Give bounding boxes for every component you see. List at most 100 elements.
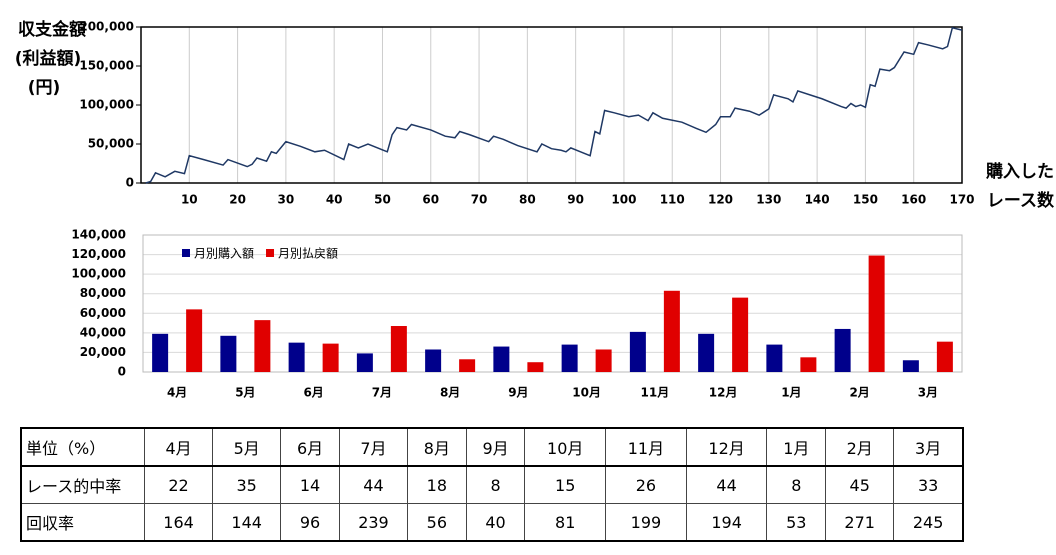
table-cell: 245 bbox=[893, 503, 964, 542]
x-tick-label: 9月 bbox=[508, 386, 528, 400]
x-tick-label: 40 bbox=[326, 193, 343, 207]
x-tick-label: 20 bbox=[229, 193, 246, 207]
x-tick-label: 130 bbox=[756, 193, 781, 207]
table-cell: 14 bbox=[280, 465, 340, 504]
y-tick-label: 200,000 bbox=[79, 20, 134, 34]
y-tick-label: 150,000 bbox=[79, 59, 134, 73]
y-tick-label: 0 bbox=[126, 176, 134, 190]
table-cell: 40 bbox=[465, 503, 526, 542]
bar bbox=[698, 333, 715, 372]
x-tick-label: 30 bbox=[278, 193, 295, 207]
legend-label: 月別購入額 bbox=[194, 247, 254, 261]
table-cell: レース的中率 bbox=[20, 465, 145, 504]
bar bbox=[595, 349, 612, 372]
x-tick-label: 170 bbox=[949, 193, 974, 207]
bar bbox=[254, 320, 271, 372]
table-cell: 26 bbox=[605, 465, 687, 504]
x-tick-label: 90 bbox=[567, 193, 584, 207]
table-cell: 回収率 bbox=[20, 503, 145, 542]
table-cell: 8 bbox=[766, 465, 827, 504]
bar bbox=[288, 342, 305, 372]
table-cell: 45 bbox=[825, 465, 895, 504]
y-axis-title: (円) bbox=[28, 78, 61, 98]
y-tick-label: 50,000 bbox=[88, 137, 134, 151]
x-tick-label: 1月 bbox=[781, 386, 801, 400]
x-tick-label: 7月 bbox=[372, 386, 392, 400]
bar bbox=[152, 333, 169, 372]
table-cell: 271 bbox=[825, 503, 895, 542]
x-tick-label: 5月 bbox=[235, 386, 255, 400]
table-cell: 4月 bbox=[143, 427, 214, 467]
bar bbox=[629, 331, 646, 372]
bar bbox=[902, 360, 919, 372]
legend-swatch bbox=[266, 249, 275, 257]
bar bbox=[732, 297, 749, 372]
x-tick-label: 2月 bbox=[849, 386, 869, 400]
table-cell: 56 bbox=[407, 503, 467, 542]
table-cell: 3月 bbox=[893, 427, 964, 467]
x-tick-label: 100 bbox=[611, 193, 636, 207]
table-cell: 6月 bbox=[280, 427, 340, 467]
table-cell: 7月 bbox=[338, 427, 409, 467]
y-axis-title: (利益額) bbox=[15, 48, 82, 69]
y-axis-title: 収支金額 bbox=[18, 19, 86, 40]
bar bbox=[800, 357, 817, 372]
legend-label: 月別払戻額 bbox=[278, 247, 338, 261]
bar bbox=[766, 344, 783, 372]
x-tick-label: 11月 bbox=[641, 386, 670, 400]
rate-table: 単位（%） 4月 5月 6月 7月 8月 9月 10月 11月 12月 1月 2月 3月 レース的中率 22… bbox=[20, 427, 964, 542]
table-cell: 8月 bbox=[407, 427, 467, 467]
x-tick-label: 4月 bbox=[167, 386, 187, 400]
bar bbox=[868, 255, 885, 372]
table-row: 回収率 164 144 96 239 56 40 81 199 194 53 271 245 bbox=[20, 503, 964, 542]
x-tick-label: 3月 bbox=[918, 386, 938, 400]
table-cell: 18 bbox=[407, 465, 467, 504]
table-cell: 11月 bbox=[605, 427, 687, 467]
legend-swatch bbox=[182, 249, 190, 257]
x-tick-label: 140 bbox=[805, 193, 830, 207]
y-tick-label: 80,000 bbox=[80, 286, 126, 300]
y-tick-label: 0 bbox=[118, 365, 126, 379]
y-tick-label: 20,000 bbox=[80, 345, 126, 359]
plot-frame bbox=[140, 26, 963, 184]
bar bbox=[390, 326, 407, 372]
bar bbox=[425, 349, 442, 372]
bar bbox=[936, 341, 953, 372]
table-cell: 1月 bbox=[766, 427, 827, 467]
table-cell: 164 bbox=[143, 503, 214, 542]
x-tick-label: 12月 bbox=[709, 386, 738, 400]
table-cell: 35 bbox=[212, 465, 282, 504]
bar bbox=[356, 353, 373, 372]
bar bbox=[493, 346, 510, 372]
bar bbox=[527, 362, 544, 372]
y-tick-label: 40,000 bbox=[80, 325, 126, 339]
table-cell: 22 bbox=[143, 465, 214, 504]
x-tick-label: 60 bbox=[422, 193, 439, 207]
table-cell: 9月 bbox=[465, 427, 526, 467]
y-tick-label: 60,000 bbox=[80, 306, 126, 320]
table-cell: 144 bbox=[212, 503, 282, 542]
table-cell: 33 bbox=[893, 465, 964, 504]
table-cell: 5月 bbox=[212, 427, 282, 467]
x-tick-label: 150 bbox=[853, 193, 878, 207]
y-tick-label: 140,000 bbox=[71, 228, 126, 242]
table-cell: 15 bbox=[524, 465, 607, 504]
x-tick-label: 80 bbox=[519, 193, 536, 207]
table-cell: 8 bbox=[465, 465, 526, 504]
x-tick-label: 50 bbox=[374, 193, 391, 207]
x-tick-label: 8月 bbox=[440, 386, 460, 400]
table-row: 単位（%） 4月 5月 6月 7月 8月 9月 10月 11月 12月 1月 2月 3月 bbox=[20, 427, 964, 467]
table-row: レース的中率 22 35 14 44 18 8 15 26 44 8 45 33 bbox=[20, 465, 964, 504]
plot-frame bbox=[142, 234, 963, 373]
table-cell: 199 bbox=[605, 503, 687, 542]
table-cell: 194 bbox=[685, 503, 768, 542]
x-tick-label: 160 bbox=[901, 193, 926, 207]
bar bbox=[220, 335, 237, 372]
x-axis-title: 購入した bbox=[986, 161, 1054, 182]
x-tick-label: 120 bbox=[708, 193, 733, 207]
x-tick-label: 6月 bbox=[303, 386, 323, 400]
x-tick-label: 70 bbox=[471, 193, 488, 207]
x-tick-label: 10月 bbox=[572, 386, 601, 400]
table-cell: 96 bbox=[280, 503, 340, 542]
table-cell: 12月 bbox=[685, 427, 768, 467]
